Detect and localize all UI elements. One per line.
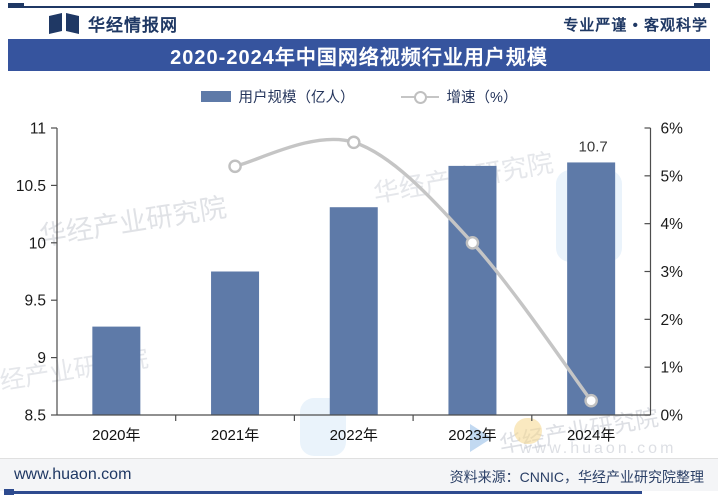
brand-name: 华经情报网: [88, 16, 178, 35]
growth-line-series: [228, 135, 598, 408]
header: 华经情报网 专业严谨 • 客观科学: [0, 10, 718, 38]
combo-chart: 11 10.5 10 9.5 9 8.5 6% 5% 4% 3% 2% 1% 0% 2020年 2021年 2…: [16, 121, 683, 445]
bar-2021年: [211, 271, 260, 415]
right-axis-tick-label: 0%: [661, 408, 684, 425]
legend-item-growth: 增速（%）: [400, 86, 518, 107]
footer: www.huaon.com 资料来源：CNNIC，华经产业研究院整理: [0, 458, 718, 491]
bottom-divider-block: [4, 489, 14, 495]
top-divider-line: [8, 6, 710, 8]
footer-website-link[interactable]: www.huaon.com: [14, 466, 132, 483]
left-axis-tick-label: 9: [37, 350, 46, 367]
left-axis-tick-label: 9.5: [24, 293, 46, 310]
footer-data-source: 资料来源：CNNIC，华经产业研究院整理: [449, 469, 704, 485]
growth-line-path: [233, 137, 593, 403]
brand: 华经情报网: [49, 11, 178, 36]
right-axis-tick-label: 6%: [661, 121, 684, 138]
x-axis-label-2020年: 2020年: [92, 427, 140, 444]
right-axis-tick-label: 5%: [661, 168, 684, 185]
bars-series: [92, 162, 616, 415]
legend-bar-swatch: [200, 91, 231, 102]
legend-item-user-scale: 用户规模（亿人）: [200, 86, 355, 107]
header-slogan: 专业严谨 • 客观科学: [563, 17, 708, 34]
brand-logo-icon: [49, 13, 79, 34]
right-axis-tick-label: 4%: [661, 216, 684, 233]
bar-2022年: [329, 207, 378, 415]
top-divider-right-block: [694, 3, 710, 8]
growth-line-marker: [584, 393, 598, 408]
growth-line-marker: [465, 236, 480, 250]
bar-value-label: 10.7: [579, 138, 608, 155]
left-axis-tick-label: 10: [29, 235, 47, 252]
x-axis-label-2021年: 2021年: [211, 427, 259, 444]
left-axis-tick-label: 10.5: [16, 178, 46, 195]
bar-2023年: [448, 165, 497, 415]
chart-legend: 用户规模（亿人） 增速（%）: [0, 86, 718, 107]
left-axis-tick-label: 11: [30, 121, 46, 138]
x-axis-label-2023年: 2023年: [448, 427, 496, 444]
bar-2024年: [567, 162, 616, 415]
right-axis-tick-label: 2%: [661, 312, 684, 329]
right-axis-tick-label: 3%: [661, 264, 684, 281]
bar-2020年: [92, 326, 141, 415]
bottom-divider-line: [14, 491, 642, 494]
x-axis-label-2022年: 2022年: [330, 427, 378, 444]
right-axis-tick-label: 1%: [661, 360, 684, 377]
x-axis-label-2024年: 2024年: [567, 427, 615, 444]
top-divider-left-block: [8, 3, 24, 8]
title-banner: 2020-2024年中国网络视频行业用户规模: [8, 39, 710, 71]
growth-line-marker: [228, 159, 242, 174]
legend-line-swatch: [400, 90, 439, 104]
legend-label-user-scale: 用户规模（亿人）: [238, 90, 355, 106]
legend-label-growth: 增速（%）: [446, 90, 518, 106]
axis-tick-labels: 11 10.5 10 9.5 9 8.5 6% 5% 4% 3% 2% 1% 0% 2020年 2021年 2…: [16, 121, 683, 445]
chart-title: 2020-2024年中国网络视频行业用户规模: [170, 46, 548, 69]
growth-line-marker: [346, 135, 361, 150]
left-axis-tick-label: 8.5: [24, 408, 46, 425]
axes: [51, 127, 652, 421]
